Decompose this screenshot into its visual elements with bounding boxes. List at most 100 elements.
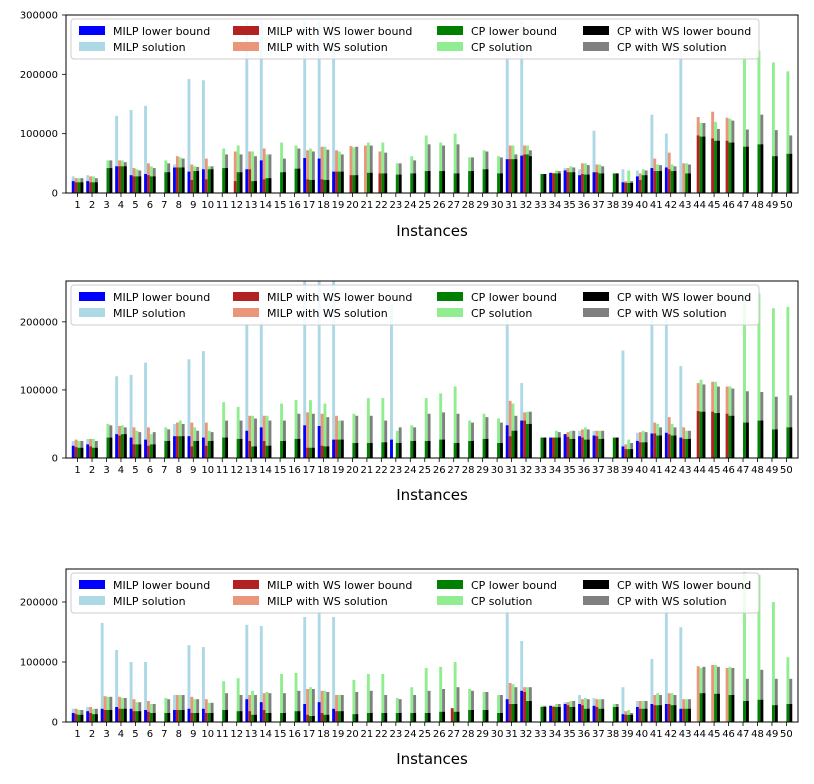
- legend-label-cp_sol: CP solution: [471, 41, 532, 54]
- bar-milpws_lb-39: [624, 714, 628, 722]
- bar-cpws_sol-22: [384, 152, 388, 193]
- bar-cpws_sol-26: [442, 689, 446, 722]
- x-tick-label: 18: [317, 200, 330, 211]
- bar-cpws_lb-35: [572, 172, 576, 193]
- legend-swatch-milpws_lb: [233, 580, 259, 589]
- bar-milp_lb-8: [173, 436, 176, 458]
- x-tick-label: 5: [132, 200, 138, 211]
- bar-milp_sol-43: [679, 366, 683, 458]
- bar-milp_sol-9: [187, 79, 191, 193]
- bar-cp_sol-47: [743, 294, 746, 458]
- x-tick-label: 46: [722, 465, 735, 476]
- bar-milpws_lb-12: [233, 181, 237, 193]
- x-tick-label: 40: [635, 200, 648, 211]
- x-tick-label: 24: [404, 729, 417, 740]
- bar-cp_lb-17: [309, 179, 312, 193]
- bar-cp_lb-45: [714, 413, 717, 458]
- bar-milp_sol-4: [115, 376, 119, 458]
- bar-cp_lb-19: [337, 439, 341, 458]
- legend-label-cpws_lb: CP with WS lower bound: [617, 25, 751, 38]
- legend-label-cp_sol: CP solution: [471, 307, 532, 320]
- x-tick-label: 49: [766, 200, 779, 211]
- bar-cpws_lb-37: [601, 173, 605, 193]
- bar-milp_lb-39: [621, 182, 625, 193]
- bar-milpws_lb-36: [581, 705, 584, 722]
- x-tick-label: 23: [389, 200, 402, 211]
- bar-milp_sol-14: [259, 321, 263, 458]
- x-tick-label: 2: [89, 729, 95, 740]
- bar-cp_lb-2: [92, 182, 95, 193]
- bar-cp_sol-48: [757, 575, 761, 722]
- x-tick-label: 7: [161, 200, 167, 211]
- bar-cpws_lb-17: [311, 179, 315, 193]
- bar-cp_sol-25: [424, 135, 428, 193]
- bar-cp_lb-38: [612, 707, 616, 722]
- bar-milpws_lb-37: [595, 172, 599, 193]
- bar-milp_lb-1: [71, 181, 75, 193]
- bar-cp_sol-50: [786, 71, 790, 193]
- bar-cpws_lb-44: [702, 136, 706, 193]
- bar-milp_lb-43: [679, 437, 683, 458]
- bar-cp_lb-48: [757, 420, 761, 458]
- x-tick-label: 28: [462, 729, 475, 740]
- bar-cp_lb-16: [294, 168, 298, 193]
- bar-cpws_lb-23: [398, 713, 402, 722]
- x-axis-label: Instances: [396, 222, 468, 240]
- bar-milpws_lb-42: [667, 704, 671, 722]
- bar-cpws_lb-7: [167, 713, 171, 722]
- bar-milp_lb-10: [201, 169, 205, 193]
- bar-cp_lb-22: [381, 173, 385, 193]
- x-tick-label: 11: [216, 465, 229, 476]
- bar-cp_lb-36: [583, 708, 587, 722]
- bar-cpws_lb-33: [543, 707, 547, 722]
- bar-cp_sol-25: [424, 398, 428, 458]
- bar-cpws_lb-2: [94, 182, 98, 193]
- bar-milpws_sol-5: [132, 699, 136, 722]
- bar-milpws_lb-9: [190, 446, 194, 458]
- bar-milpws_lb-4: [118, 166, 121, 193]
- x-tick-label: 34: [549, 729, 562, 740]
- bar-cp_sol-19: [337, 695, 341, 722]
- bar-cp_lb-37: [598, 708, 602, 722]
- bar-cp_sol-17: [309, 148, 312, 193]
- bar-cpws_lb-37: [601, 708, 605, 722]
- bar-milpws_lb-2: [89, 446, 93, 458]
- bar-cp_lb-27: [453, 173, 457, 193]
- bar-milp_lb-31: [505, 159, 509, 193]
- bar-cpws_lb-24: [413, 173, 417, 193]
- bar-cpws_lb-1: [80, 447, 84, 458]
- bar-cpws_lb-14: [268, 445, 272, 458]
- bar-cp_sol-48: [757, 293, 761, 458]
- bar-cpws_lb-3: [109, 437, 113, 458]
- bar-cp_lb-15: [280, 440, 283, 458]
- bar-cpws_lb-41: [659, 171, 663, 193]
- bar-cp_lb-40: [641, 708, 645, 722]
- bar-cp_lb-26: [439, 171, 443, 193]
- bar-cp_lb-22: [381, 442, 385, 458]
- bar-milpws_lb-41: [653, 433, 657, 458]
- bar-milpws_lb-35: [566, 172, 570, 193]
- bar-milp_sol-32: [520, 641, 524, 722]
- bar-milpws_lb-13: [248, 169, 252, 193]
- bar-cp_lb-28: [468, 171, 472, 193]
- bar-milpws_sol-6: [147, 701, 150, 722]
- x-tick-label: 46: [722, 200, 735, 211]
- bar-milpws_lb-13: [248, 440, 252, 458]
- bar-cp_lb-21: [366, 443, 370, 458]
- x-tick-label: 45: [708, 465, 721, 476]
- bar-milp_lb-13: [245, 430, 249, 458]
- bar-milpws_lb-34: [552, 437, 555, 458]
- bar-milp_sol-39: [621, 350, 625, 458]
- bar-cp_lb-8: [178, 436, 182, 458]
- bar-milpws_lb-46: [725, 140, 729, 193]
- bar-cpws_lb-29: [485, 438, 489, 458]
- bar-cpws_sol-16: [297, 413, 301, 458]
- bar-milp_lb-10: [201, 437, 205, 458]
- bar-milpws_sol-31: [508, 400, 512, 458]
- bar-milpws_lb-45: [711, 411, 715, 458]
- bar-cpws_lb-30: [499, 713, 503, 722]
- bar-cp_lb-46: [728, 695, 732, 722]
- x-tick-label: 40: [635, 729, 648, 740]
- x-tick-label: 41: [650, 729, 663, 740]
- bar-cpws_lb-7: [167, 172, 171, 193]
